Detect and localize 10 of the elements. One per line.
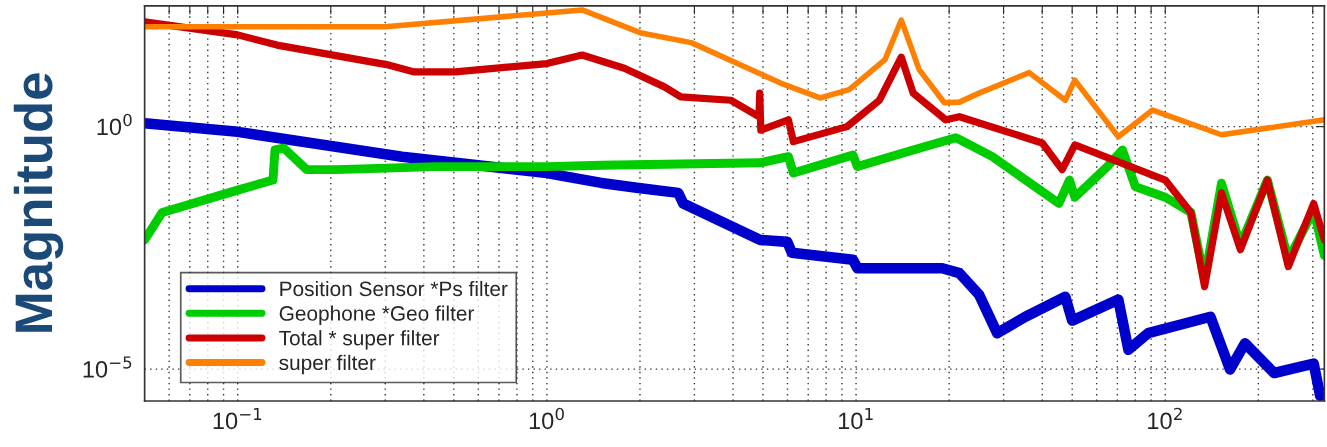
legend-label: Geophone *Geo filter	[279, 305, 475, 325]
x-tick-label: 10$^{−1}$	[213, 407, 262, 430]
x-tick-label: 10$^{1}$	[838, 407, 873, 430]
x-tick-label: 10$^{0}$	[529, 407, 564, 430]
legend-label: Position Sensor *Ps filter	[280, 280, 508, 297]
y-tick-label: 10$^{−5}$	[83, 356, 132, 378]
legend-label: super filter	[279, 354, 376, 375]
x-tick-label: 10$^{2}$	[1148, 407, 1182, 430]
legend-label: Total * super filter	[279, 330, 440, 350]
y-axis-title: Magnitude	[13, 73, 64, 332]
